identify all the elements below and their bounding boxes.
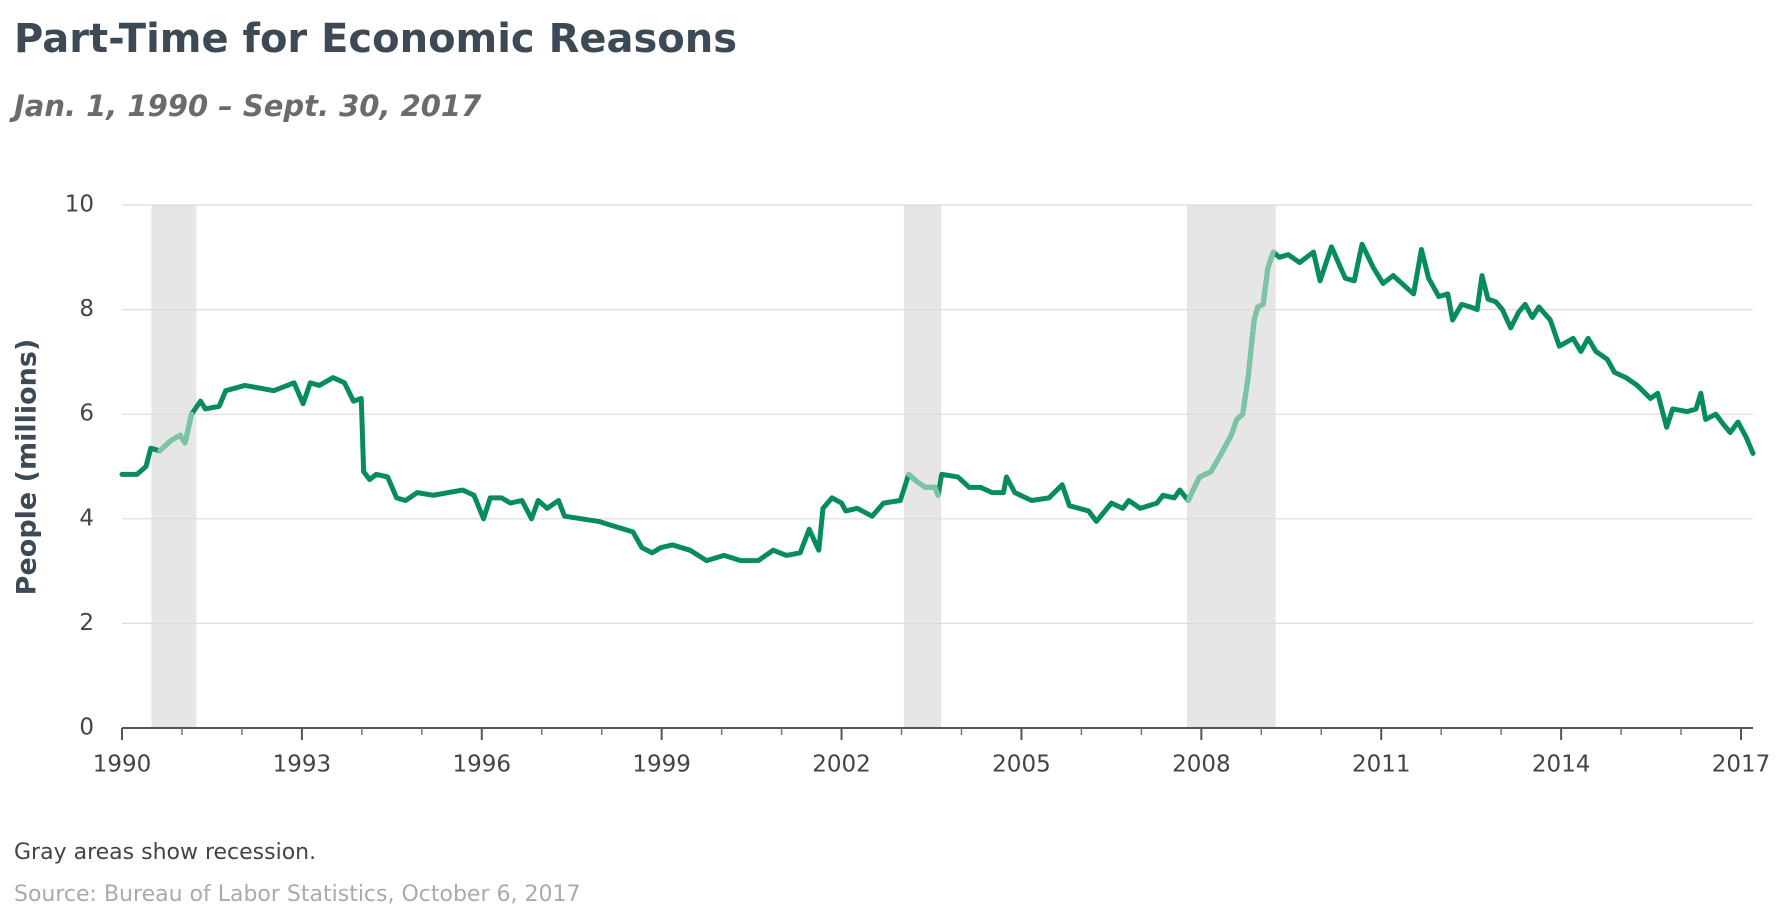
y-axis-title: People (millions) (12, 339, 43, 596)
y-tick-label: 10 (65, 192, 94, 218)
x-tick-label: 2017 (1712, 752, 1771, 778)
y-tick-label: 4 (79, 505, 94, 531)
source: Source: Bureau of Labor Statistics, Octo… (14, 882, 580, 907)
x-tick-label: 2008 (1172, 752, 1231, 778)
chart-subtitle: Jan. 1, 1990 – Sept. 30, 2017 (9, 89, 482, 123)
chart-title: Part-Time for Economic Reasons (14, 16, 737, 62)
x-tick-label: 1993 (273, 752, 332, 778)
y-tick-label: 6 (79, 401, 94, 427)
x-tick-label: 2011 (1352, 752, 1411, 778)
x-tick-label: 1990 (93, 752, 152, 778)
recession-band (151, 205, 197, 728)
recession-band (903, 205, 942, 728)
x-tick-label: 2002 (812, 752, 871, 778)
x-tick-label: 1996 (453, 752, 512, 778)
recession-line (1185, 249, 1276, 503)
x-tick-label: 2014 (1532, 752, 1591, 778)
recession-line (157, 411, 195, 454)
note: Gray areas show recession. (14, 840, 316, 865)
x-tick-label: 2005 (992, 752, 1051, 778)
recession-band (1186, 205, 1276, 728)
y-tick-label: 0 (79, 715, 94, 741)
recession-line (906, 471, 941, 498)
y-tick-label: 2 (79, 610, 94, 636)
x-tick-label: 1999 (632, 752, 691, 778)
line (119, 241, 1756, 564)
y-tick-label: 8 (79, 296, 94, 322)
